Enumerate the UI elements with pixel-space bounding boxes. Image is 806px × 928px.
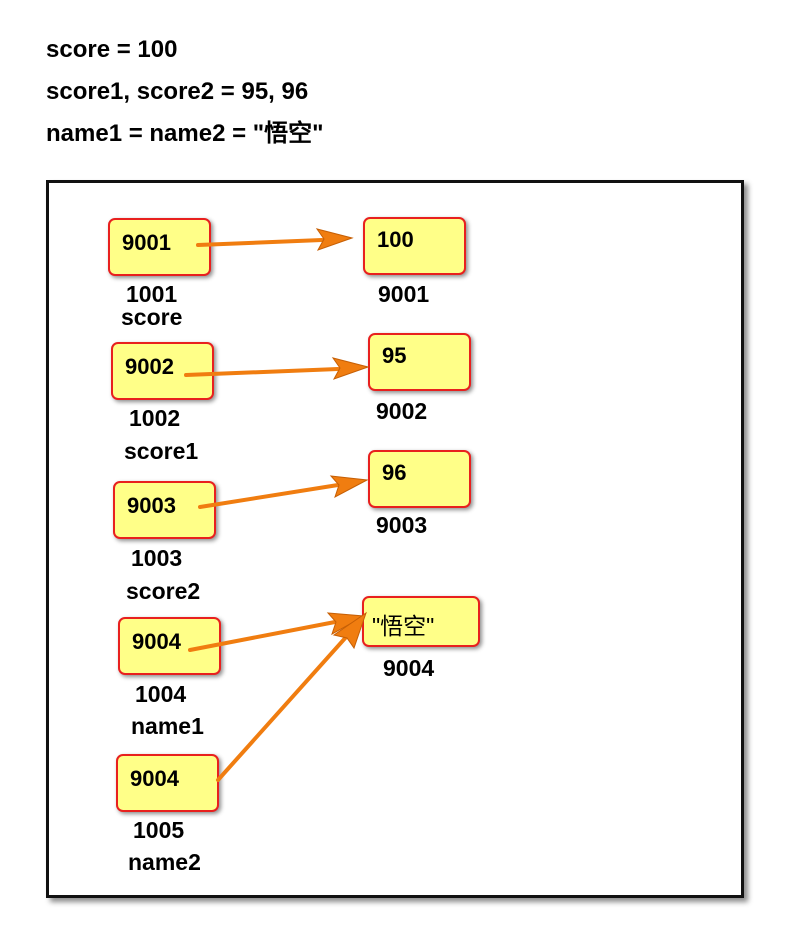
value-address-9004: 9004 (383, 655, 435, 681)
variable-cell-name2: 9004 (116, 754, 219, 812)
value-cell-100: 100 (363, 217, 466, 275)
value-cell-95: 95 (368, 333, 471, 391)
variable-name-name2: name2 (128, 849, 201, 875)
code-line-assign-name1-name2: name1 = name2 = "悟空" (46, 120, 324, 147)
code-line-assign-score: score = 100 (46, 36, 178, 63)
variable-address-name2: 1005 (133, 817, 185, 843)
value-cell-96: 96 (368, 450, 471, 508)
variable-address-name1: 1004 (135, 681, 187, 707)
value-cell-wukong: "悟空" (362, 596, 480, 647)
variable-name-score: score (121, 304, 183, 330)
variable-name-score2: score2 (126, 578, 201, 604)
variable-address-score: 1001 (126, 281, 178, 307)
variable-name-name1: name1 (131, 713, 204, 739)
variable-cell-score2: 9003 (113, 481, 216, 539)
value-address-9003: 9003 (376, 512, 428, 538)
code-line-assign-score1-score2: score1, score2 = 95, 96 (46, 78, 309, 105)
variable-cell-name1: 9004 (118, 617, 221, 675)
variable-name-score1: score1 (124, 438, 199, 464)
value-address-9001: 9001 (378, 281, 430, 307)
variable-address-score2: 1003 (131, 545, 183, 571)
variable-cell-score1: 9002 (111, 342, 214, 400)
variable-cell-score: 9001 (108, 218, 211, 276)
value-address-9002: 9002 (376, 398, 428, 424)
variable-address-score1: 1002 (129, 405, 181, 431)
